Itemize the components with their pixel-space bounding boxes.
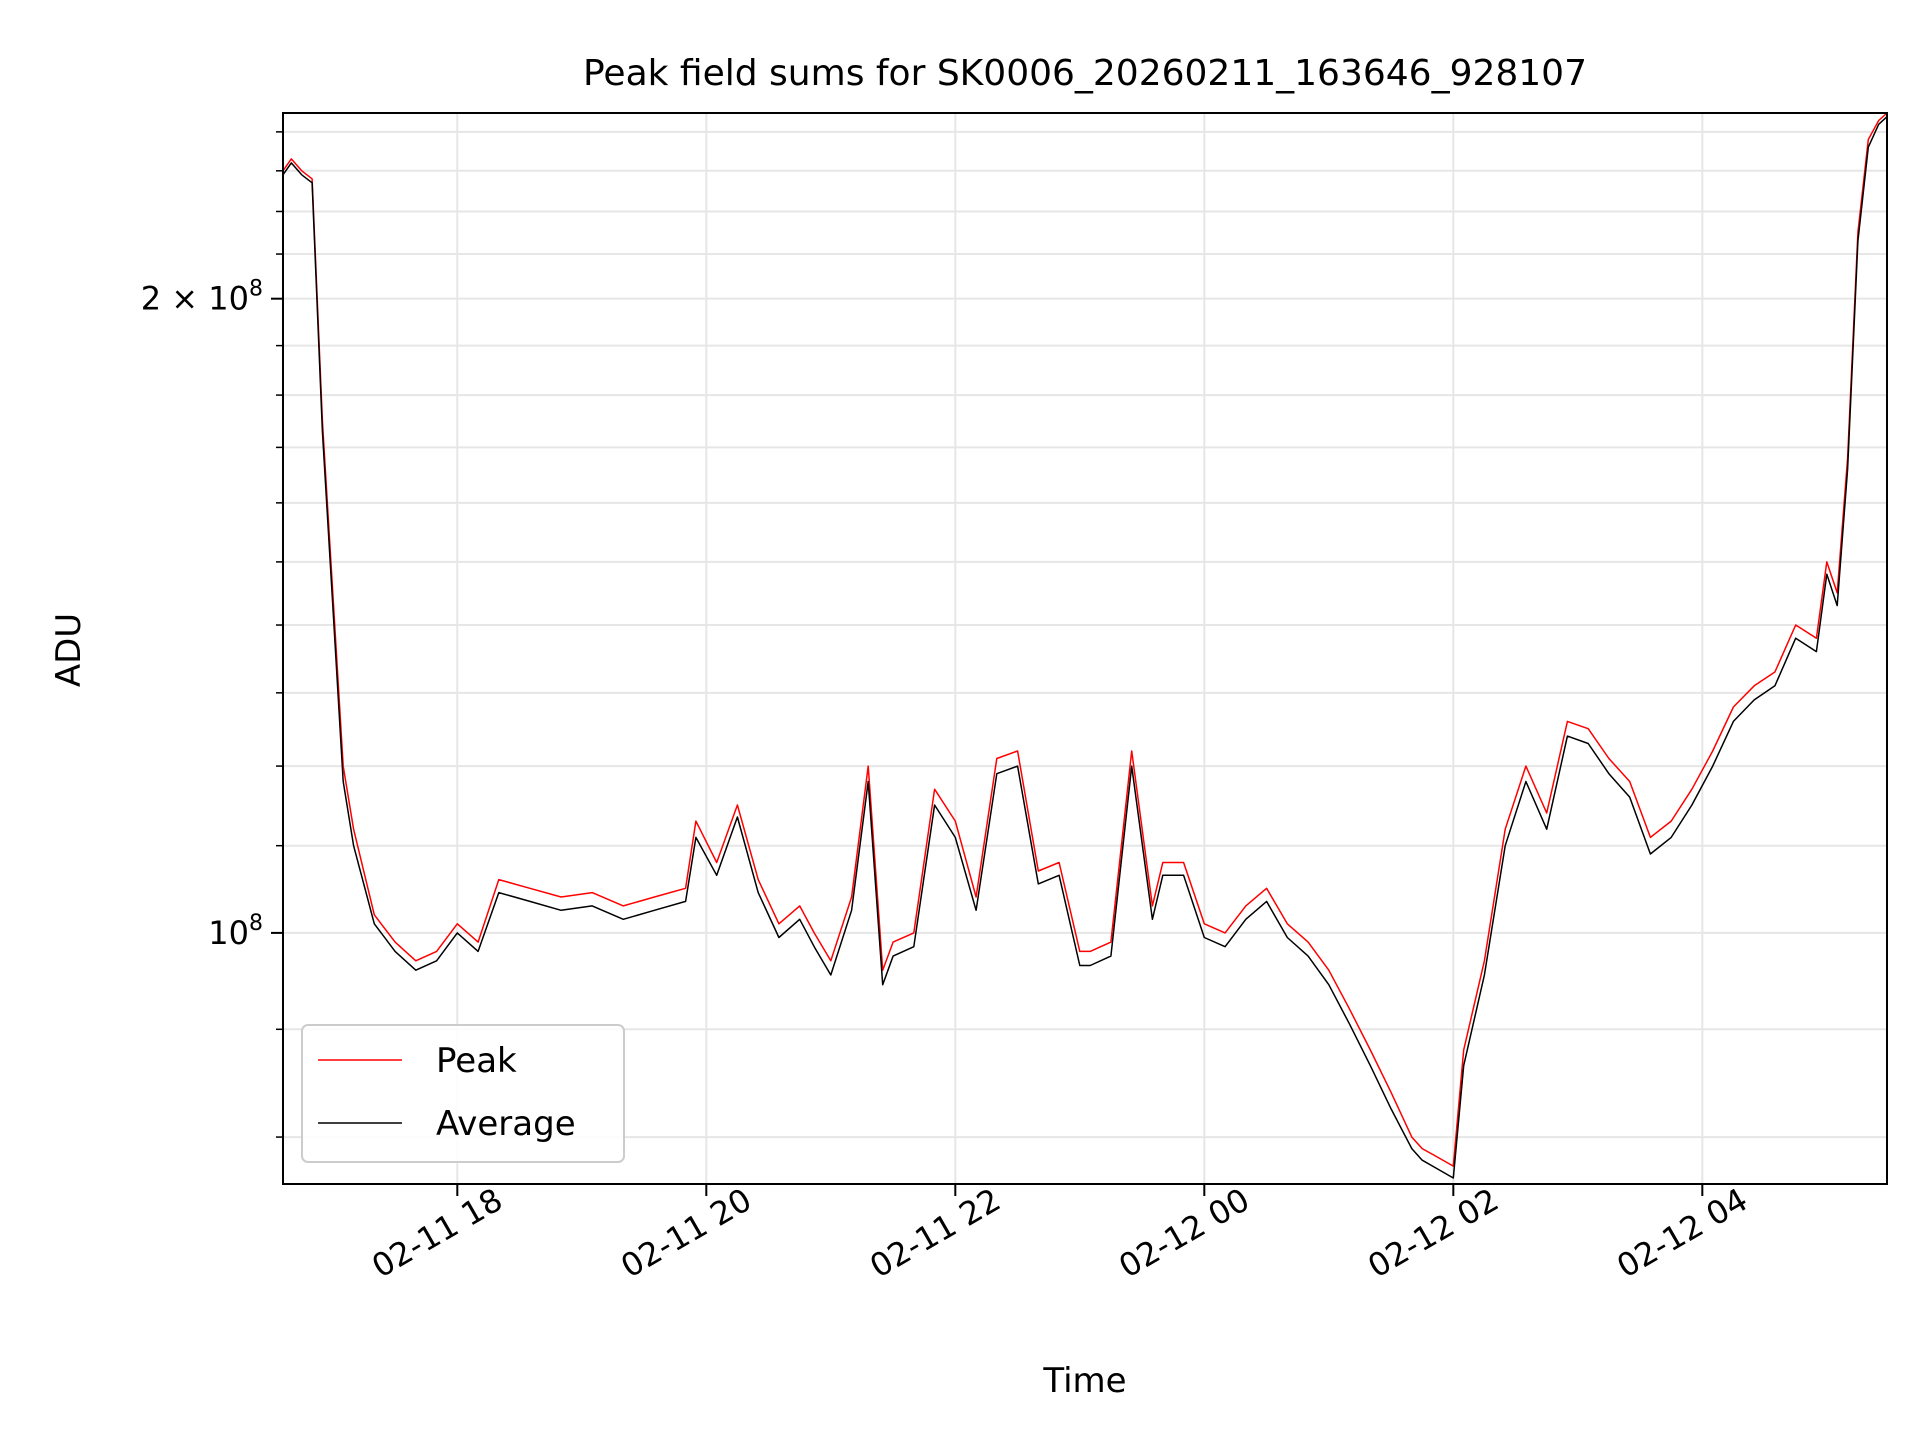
y-axis-label: ADU: [49, 613, 89, 687]
series-lines: [282, 112, 1888, 1179]
legend-peak-label: Peak: [436, 1041, 517, 1081]
legend: Peak Average: [301, 1024, 625, 1163]
y-tick-label: 108: [208, 911, 263, 952]
plot-frame: [282, 112, 1888, 1185]
y-tick-label: 2 × 108: [141, 277, 263, 318]
chart-title: Peak field sums for SK0006_20260211_1636…: [583, 53, 1587, 94]
x-axis-label: Time: [1042, 1361, 1126, 1401]
legend-average-label: Average: [436, 1104, 576, 1144]
series-line-peak: [282, 112, 1888, 1167]
series-line-average: [282, 116, 1888, 1179]
